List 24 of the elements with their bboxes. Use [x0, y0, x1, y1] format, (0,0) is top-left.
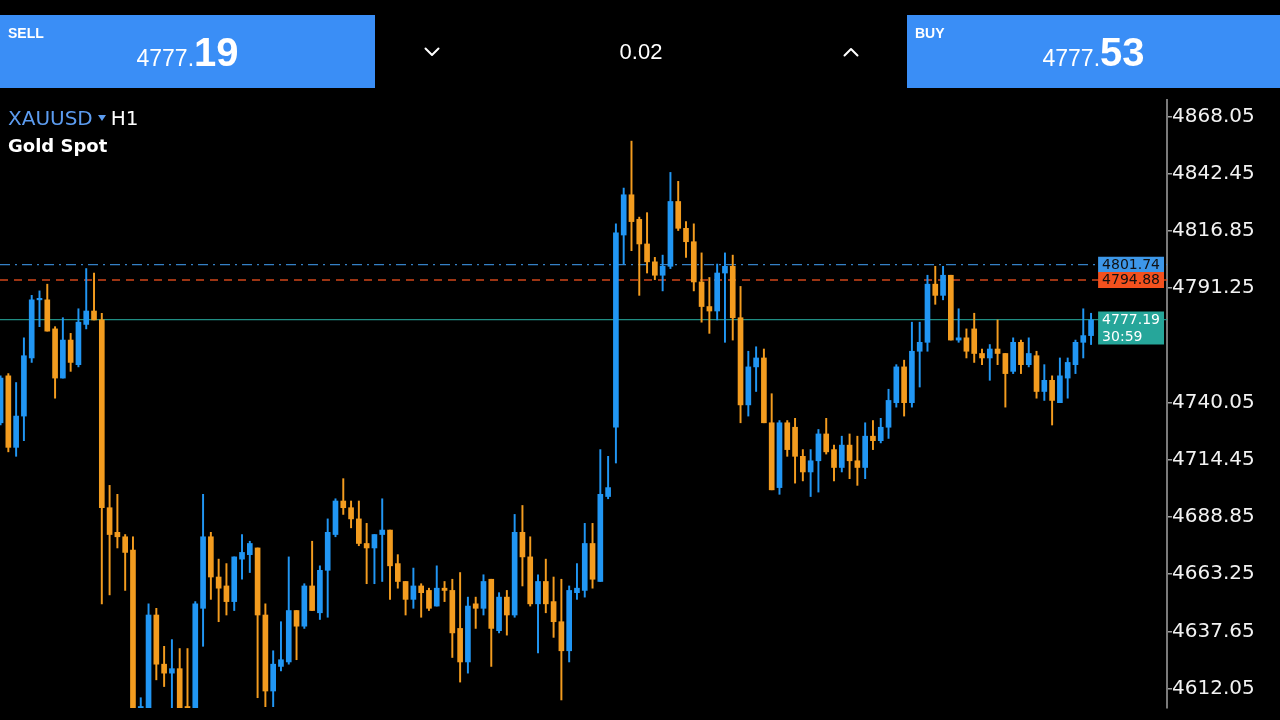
y-tick-label: 4842.45 [1172, 159, 1255, 184]
y-tick-label: 4637.65 [1172, 617, 1255, 642]
ref-line-label: 4801.74 [1102, 255, 1161, 272]
y-tick-label: 4663.25 [1172, 560, 1255, 585]
y-tick-label: 4816.85 [1172, 217, 1255, 242]
ref-line-label: 4777.19 [1102, 310, 1161, 327]
annotation: 30:59 [1102, 327, 1143, 344]
y-tick-label: 4714.45 [1172, 445, 1255, 470]
buy-panel: BUY 4777.53 [907, 15, 1280, 88]
sell-panel: SELL 4777.19 [0, 15, 375, 88]
chart-title: XAUUSD [8, 106, 93, 130]
candlestick [722, 252, 728, 343]
y-tick-label: 4740.05 [1172, 388, 1255, 413]
y-tick-label: 4688.85 [1172, 503, 1255, 528]
text: Gold Spot [8, 135, 108, 156]
annotation: H1 [110, 106, 139, 130]
text: 0.02 [618, 39, 664, 64]
candlestick [574, 563, 580, 600]
y-tick-label: 4612.05 [1172, 674, 1255, 699]
candlestick [169, 639, 175, 708]
y-tick-label: 4791.25 [1172, 274, 1255, 299]
candlestick [379, 498, 386, 582]
y-tick-label: 4868.05 [1172, 102, 1255, 127]
ref-line-label: 4794.88 [1102, 271, 1161, 288]
